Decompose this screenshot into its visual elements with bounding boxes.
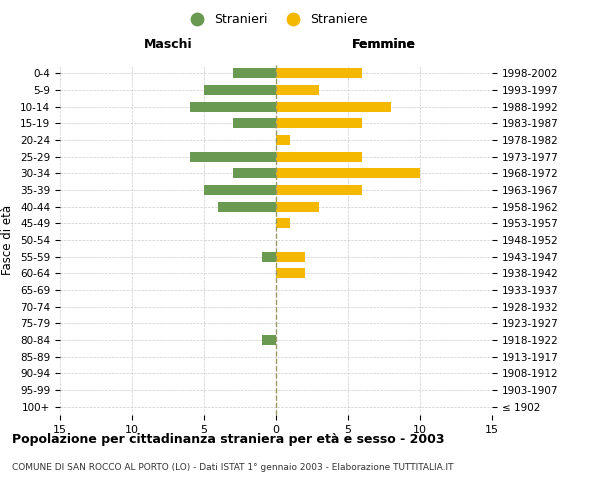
Bar <box>218 202 276 211</box>
Text: Femmine: Femmine <box>352 38 416 51</box>
Bar <box>262 252 276 262</box>
Bar <box>233 118 276 128</box>
Bar <box>276 118 362 128</box>
Bar <box>276 85 319 95</box>
Bar <box>190 102 276 112</box>
Text: Maschi: Maschi <box>143 38 193 51</box>
Bar <box>204 85 276 95</box>
Bar <box>276 185 362 195</box>
Bar <box>276 102 391 112</box>
Text: Popolazione per cittadinanza straniera per età e sesso - 2003: Popolazione per cittadinanza straniera p… <box>12 432 445 446</box>
Bar <box>276 252 305 262</box>
Bar <box>204 185 276 195</box>
Bar <box>190 152 276 162</box>
Y-axis label: Fasce di età: Fasce di età <box>1 205 14 275</box>
Bar <box>276 168 420 178</box>
Bar <box>276 218 290 228</box>
Bar <box>276 135 290 145</box>
Legend: Stranieri, Straniere: Stranieri, Straniere <box>179 8 373 31</box>
Text: COMUNE DI SAN ROCCO AL PORTO (LO) - Dati ISTAT 1° gennaio 2003 - Elaborazione TU: COMUNE DI SAN ROCCO AL PORTO (LO) - Dati… <box>12 462 454 471</box>
Bar <box>276 152 362 162</box>
Bar <box>233 168 276 178</box>
Bar <box>276 268 305 278</box>
Bar <box>276 68 362 78</box>
Text: Femmine: Femmine <box>352 38 416 51</box>
Bar <box>262 335 276 345</box>
Bar <box>276 202 319 211</box>
Bar <box>233 68 276 78</box>
